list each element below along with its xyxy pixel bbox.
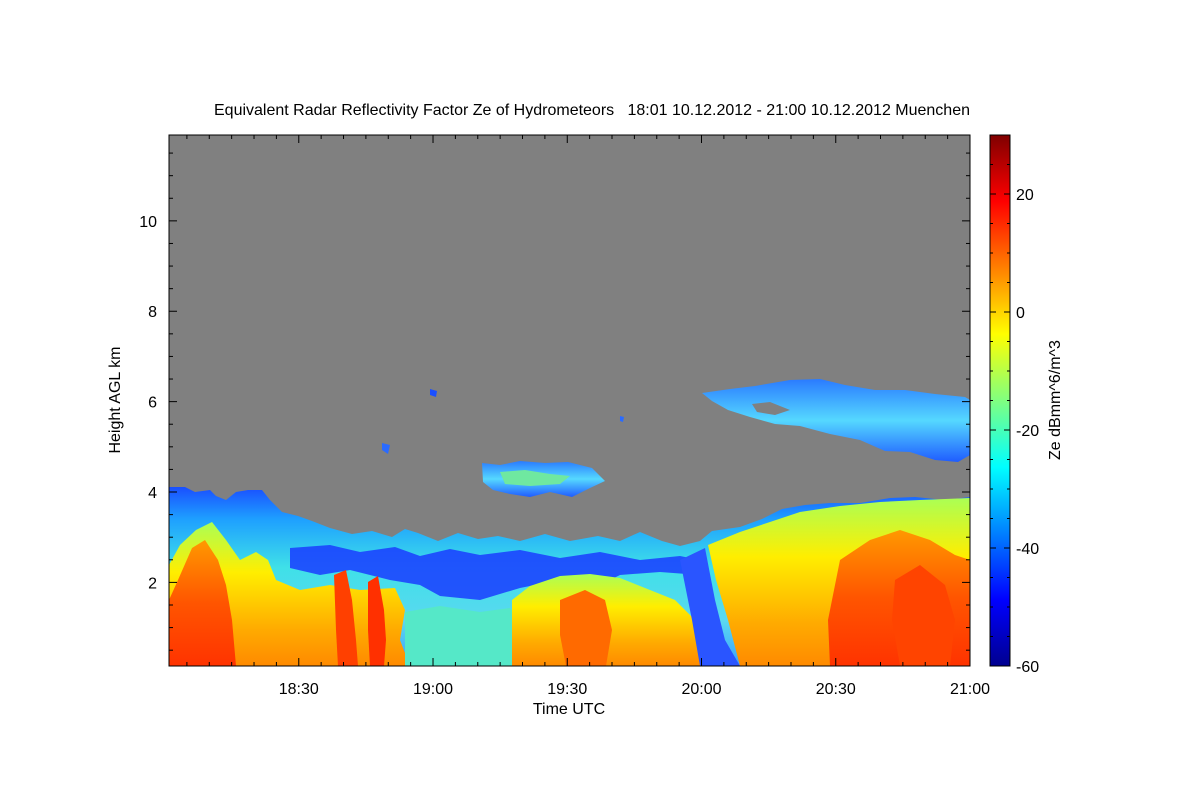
echo-hot-right-core: [892, 565, 955, 666]
echo-speck-1: [382, 443, 390, 454]
x-tick-label: 21:00: [950, 681, 990, 698]
y-axis-label: Height AGL km: [107, 346, 124, 453]
x-tick-label: 19:00: [413, 681, 453, 698]
colorbar-tick-label: 20: [1016, 187, 1034, 204]
colorbar-label: Ze dBmm^6/m^3: [1047, 340, 1064, 460]
y-tick-label: 10: [139, 214, 157, 231]
y-axis: 2 4 6 8 10: [139, 152, 970, 651]
echo-upper-cloud-gap: [752, 402, 790, 415]
y-tick-label: 8: [148, 304, 157, 321]
x-tick-label: 19:30: [547, 681, 587, 698]
x-axis: 18:30 19:00 19:30 20:00 20:30 21:00: [186, 135, 990, 698]
y-tick-label: 4: [148, 485, 157, 502]
colorbar-tick-label: -40: [1016, 541, 1039, 558]
echo-mid-cloud-core: [500, 470, 570, 486]
y-tick-label: 6: [148, 395, 157, 412]
x-axis-label: Time UTC: [533, 701, 605, 718]
x-tick-label: 20:30: [816, 681, 856, 698]
echo-hot-left: [169, 540, 236, 666]
echo-gap-2000: [680, 548, 740, 666]
echo-speck-2: [430, 389, 437, 397]
echo-speck-3: [620, 416, 624, 422]
colorbar-tick-label: 0: [1016, 305, 1025, 322]
echo-column-1: [334, 570, 358, 666]
colorbar: 20 0 -20 -40 -60: [989, 134, 1039, 676]
y-tick-label: 2: [148, 575, 157, 592]
echo-hot-center: [560, 590, 612, 666]
echo-dark-blue-band: [290, 545, 700, 600]
echo-column-2: [368, 576, 386, 666]
echo-cyan-middle: [405, 606, 520, 666]
colorbar-tick-label: -20: [1016, 423, 1039, 440]
x-tick-label: 20:00: [681, 681, 721, 698]
colorbar-tick-label: -60: [1016, 659, 1039, 676]
echo-upper-cloud: [702, 379, 970, 462]
chart-title: Equivalent Radar Reflectivity Factor Ze …: [214, 102, 970, 119]
x-tick-label: 18:30: [279, 681, 319, 698]
plot-area: [169, 135, 970, 666]
plot-frame: [168, 134, 971, 667]
